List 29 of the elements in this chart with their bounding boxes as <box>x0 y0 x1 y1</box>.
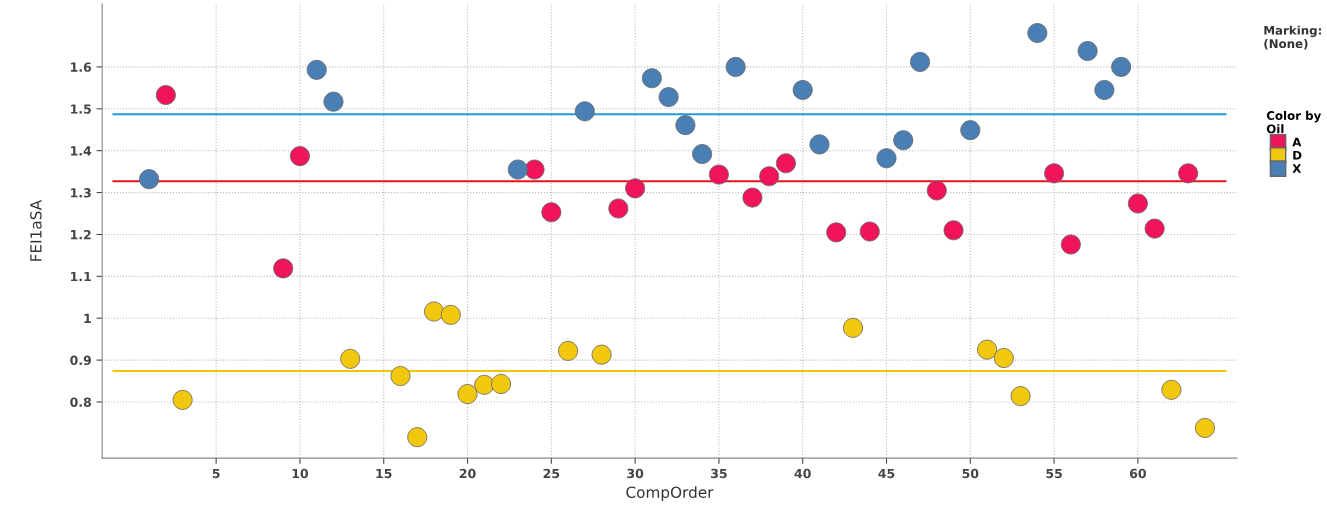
y-axis-title: FEI1aSA <box>30 200 42 261</box>
x-axis-title: CompOrder <box>626 486 714 501</box>
y-tick-label: 0.9 <box>70 355 91 366</box>
y-tick-label: 1.3 <box>71 188 91 198</box>
legend-title: Color by Oil <box>1266 110 1322 134</box>
point <box>591 344 612 365</box>
x-tick-label: 55 <box>1046 468 1062 479</box>
y-tick-label: 1.6 <box>71 62 92 72</box>
y-tick-label: 1 <box>84 313 91 323</box>
x-tick-label: 45 <box>878 468 895 479</box>
x-tick-label: 15 <box>376 468 392 479</box>
x-tick-label: 25 <box>543 468 560 479</box>
x-tick-label: 20 <box>459 468 476 479</box>
x-tick-label: 5 <box>212 468 220 479</box>
x-tick-label: 10 <box>292 468 309 479</box>
legend-label: A <box>1292 137 1302 147</box>
y-tick-label: 0.8 <box>70 397 91 407</box>
y-tick-label: 1.2 <box>71 229 91 240</box>
legend-label: D <box>1293 150 1302 160</box>
x-tick-label: 60 <box>1129 468 1146 479</box>
x-tick-label: 40 <box>794 468 811 479</box>
x-tick-label: 35 <box>711 468 727 479</box>
x-tick-label: 30 <box>627 468 644 479</box>
y-tick-label: 1.5 <box>71 104 91 114</box>
y-tick-label: 1.4 <box>71 146 92 156</box>
x-tick-label: 50 <box>962 468 979 479</box>
y-tick-label: 1.1 <box>71 271 91 282</box>
text: Marking: (None) <box>1264 25 1321 50</box>
legend-label: X <box>1292 164 1302 173</box>
